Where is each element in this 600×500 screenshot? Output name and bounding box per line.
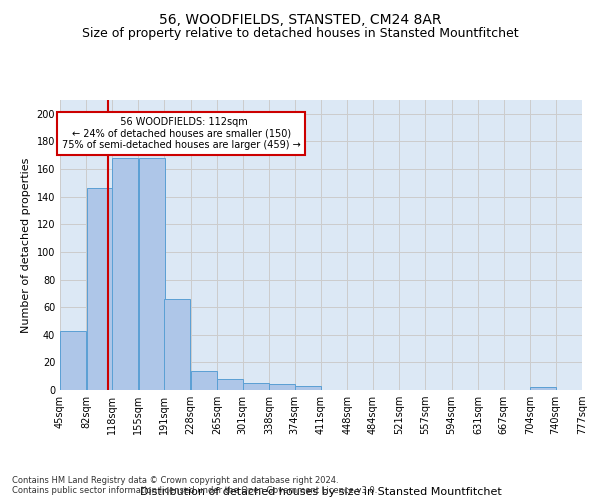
Bar [295,386,321,390]
Bar [530,387,556,390]
Bar [164,299,190,390]
Bar [269,384,295,390]
Bar [139,158,164,390]
Text: 56 WOODFIELDS: 112sqm
← 24% of detached houses are smaller (150)
75% of semi-det: 56 WOODFIELDS: 112sqm ← 24% of detached … [62,116,301,150]
Text: Contains HM Land Registry data © Crown copyright and database right 2024.: Contains HM Land Registry data © Crown c… [12,476,338,485]
Text: 56, WOODFIELDS, STANSTED, CM24 8AR: 56, WOODFIELDS, STANSTED, CM24 8AR [159,12,441,26]
Bar [191,370,217,390]
Bar [217,379,243,390]
X-axis label: Distribution of detached houses by size in Stansted Mountfitchet: Distribution of detached houses by size … [140,487,502,497]
Bar [243,383,269,390]
Bar [60,330,86,390]
Text: Contains public sector information licensed under the Open Government Licence v3: Contains public sector information licen… [12,486,377,495]
Text: Size of property relative to detached houses in Stansted Mountfitchet: Size of property relative to detached ho… [82,28,518,40]
Y-axis label: Number of detached properties: Number of detached properties [21,158,31,332]
Bar [86,188,113,390]
Bar [112,158,138,390]
